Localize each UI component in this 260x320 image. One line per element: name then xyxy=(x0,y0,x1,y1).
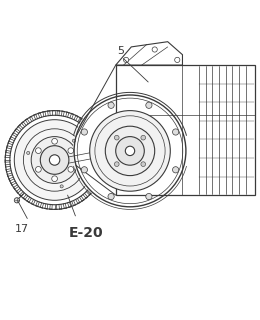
Bar xyxy=(116,65,255,195)
Circle shape xyxy=(72,139,75,142)
Circle shape xyxy=(173,129,179,135)
Circle shape xyxy=(141,162,146,166)
Circle shape xyxy=(124,57,129,62)
Circle shape xyxy=(114,162,119,166)
Circle shape xyxy=(90,111,170,191)
Circle shape xyxy=(81,167,87,173)
Circle shape xyxy=(108,102,114,108)
Circle shape xyxy=(173,167,179,173)
Circle shape xyxy=(146,102,152,108)
Circle shape xyxy=(40,146,69,174)
Circle shape xyxy=(31,137,78,183)
Circle shape xyxy=(49,155,60,165)
Circle shape xyxy=(141,135,146,140)
Circle shape xyxy=(68,166,74,172)
Circle shape xyxy=(116,137,144,165)
Circle shape xyxy=(52,139,57,144)
Circle shape xyxy=(14,120,95,200)
Circle shape xyxy=(27,151,30,155)
Bar xyxy=(116,65,255,195)
Circle shape xyxy=(36,148,41,154)
Circle shape xyxy=(105,126,155,176)
Circle shape xyxy=(108,193,114,200)
Text: 17: 17 xyxy=(15,224,29,234)
Circle shape xyxy=(60,185,63,188)
Circle shape xyxy=(73,94,187,208)
Text: 5: 5 xyxy=(118,46,124,56)
Circle shape xyxy=(81,129,87,135)
Circle shape xyxy=(114,135,119,140)
Circle shape xyxy=(125,146,135,156)
Circle shape xyxy=(14,198,20,203)
Circle shape xyxy=(175,57,180,62)
Circle shape xyxy=(146,193,152,200)
Circle shape xyxy=(5,111,104,209)
Circle shape xyxy=(36,166,41,172)
Polygon shape xyxy=(116,42,183,65)
Circle shape xyxy=(68,148,74,154)
Text: E-20: E-20 xyxy=(68,226,103,240)
Circle shape xyxy=(52,176,57,181)
Circle shape xyxy=(152,47,157,52)
